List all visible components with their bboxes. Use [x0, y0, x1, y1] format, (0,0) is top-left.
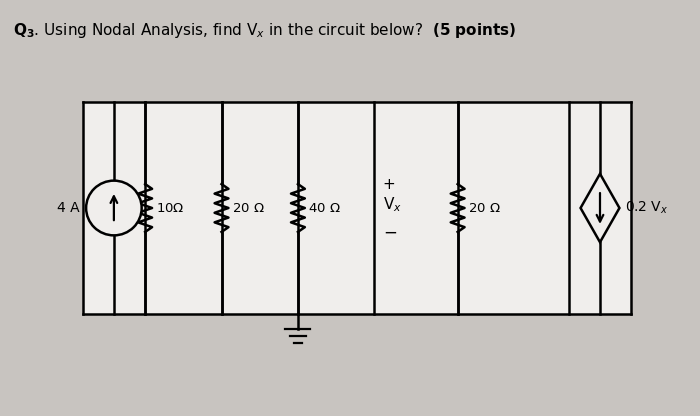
Text: 20 $\Omega$: 20 $\Omega$	[468, 201, 500, 215]
Text: 10$\Omega$: 10$\Omega$	[155, 201, 184, 215]
Text: $-$: $-$	[383, 223, 397, 241]
Text: 0.2 V$_x$: 0.2 V$_x$	[625, 200, 668, 216]
Text: 40 $\Omega$: 40 $\Omega$	[308, 201, 341, 215]
Text: 4 A: 4 A	[57, 201, 79, 215]
Bar	[83, 102, 631, 314]
Text: +: +	[383, 176, 395, 191]
Text: $\mathbf{Q_3}$. Using Nodal Analysis, find V$_x$ in the circuit below?  $\mathbf: $\mathbf{Q_3}$. Using Nodal Analysis, fi…	[13, 21, 517, 40]
Polygon shape	[580, 174, 620, 242]
Circle shape	[86, 181, 141, 235]
Text: 20 $\Omega$: 20 $\Omega$	[232, 201, 265, 215]
Text: V$_x$: V$_x$	[383, 195, 402, 214]
